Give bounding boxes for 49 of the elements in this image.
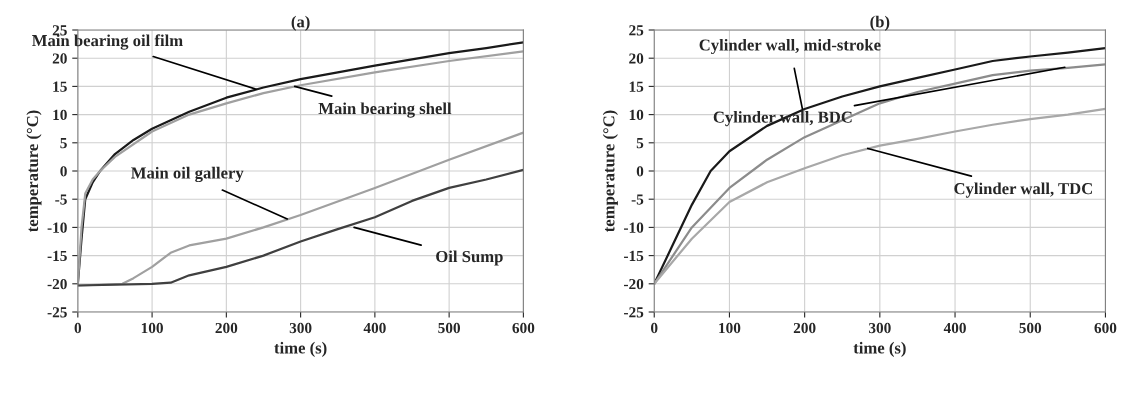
x-tick-label: 200	[215, 322, 238, 334]
y-axis-title: temperature (°C)	[602, 110, 618, 232]
y-tick-label: 0	[60, 166, 67, 177]
x-tick-label: 100	[719, 322, 741, 334]
chart-title: (b)	[870, 15, 890, 31]
x-tick-label: 400	[363, 322, 386, 334]
annotation: Cylinder wall, TDC	[954, 182, 1092, 198]
y-tick-label: 15	[53, 81, 67, 92]
x-tick-label: 100	[141, 322, 163, 334]
annotation: Main oil gallery	[131, 166, 244, 183]
y-tick-label: -15	[47, 250, 67, 262]
y-tick-label: 0	[636, 166, 644, 177]
y-tick-label: 10	[53, 109, 67, 121]
x-tick-label: 600	[512, 322, 535, 334]
x-tick-label: 0	[651, 322, 658, 334]
y-tick-label: -25	[47, 307, 67, 318]
x-tick-label: 500	[438, 322, 461, 334]
y-tick-label: -20	[624, 278, 644, 290]
x-axis-title: time (s)	[274, 341, 327, 357]
y-axis-title: temperature (°C)	[26, 110, 42, 232]
y-tick-label: 25	[629, 25, 644, 36]
x-tick-label: 300	[868, 322, 891, 334]
x-axis-title: time (s)	[853, 341, 906, 357]
y-tick-label: 20	[629, 53, 644, 64]
y-tick-label: -10	[624, 222, 644, 233]
chart-title: (a)	[291, 15, 310, 31]
x-tick-label: 500	[1019, 322, 1042, 334]
y-tick-label: -10	[47, 222, 67, 233]
y-tick-label: 10	[629, 109, 644, 121]
annotation: Main bearing oil film	[32, 34, 183, 50]
annotation: Main bearing shell	[318, 102, 452, 118]
y-tick-label: 20	[52, 53, 67, 64]
annotation: Cylinder wall, BDC	[713, 111, 852, 127]
y-tick-label: -5	[631, 194, 644, 205]
y-tick-label: 25	[52, 25, 67, 36]
y-tick-label: 15	[629, 81, 644, 92]
x-tick-label: 200	[793, 322, 816, 334]
y-tick-label: -25	[624, 307, 644, 318]
y-tick-label: 5	[60, 138, 67, 149]
x-tick-label: 600	[1094, 322, 1117, 334]
annotation: Oil Sump	[436, 250, 503, 266]
y-tick-label: -20	[47, 278, 67, 290]
y-tick-label: -5	[55, 194, 67, 205]
x-tick-label: 400	[943, 322, 966, 334]
x-tick-label: 300	[289, 322, 312, 334]
annotation: Cylinder wall, mid-stroke	[699, 38, 881, 55]
y-tick-label: -15	[624, 250, 644, 262]
x-tick-label: 0	[74, 322, 82, 334]
y-tick-label: 5	[636, 138, 644, 149]
